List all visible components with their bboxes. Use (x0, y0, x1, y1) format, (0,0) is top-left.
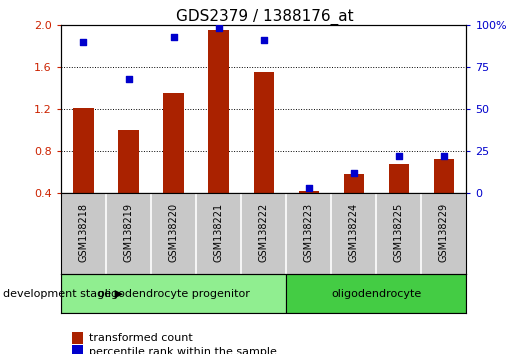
Point (394, 153, 403, 159)
Bar (434, 159, 454, 193)
Bar (208, 30, 229, 193)
Bar (388, 164, 409, 193)
Text: GSM138221: GSM138221 (214, 202, 224, 262)
Text: GSM138229: GSM138229 (439, 202, 449, 262)
Text: GSM138222: GSM138222 (259, 202, 269, 262)
Bar (286, 274, 466, 313)
Text: percentile rank within the sample: percentile rank within the sample (89, 347, 276, 354)
Bar (343, 174, 364, 193)
Point (80, 39, 88, 45)
Text: GSM138218: GSM138218 (78, 202, 89, 262)
Bar (61, 274, 286, 313)
Text: GSM138220: GSM138220 (169, 202, 179, 262)
Point (214, 25, 223, 31)
Bar (73, 108, 94, 193)
Text: development stage ▶: development stage ▶ (3, 289, 123, 299)
Bar (298, 191, 319, 193)
Bar (163, 93, 184, 193)
Text: GSM138225: GSM138225 (394, 202, 404, 262)
Text: transformed count: transformed count (89, 333, 192, 343)
Text: oligodendrocyte progenitor: oligodendrocyte progenitor (98, 289, 250, 299)
Point (304, 185, 313, 191)
Bar (253, 72, 274, 193)
Bar (118, 130, 139, 193)
Text: GDS2379 / 1388176_at: GDS2379 / 1388176_at (176, 9, 354, 25)
Text: oligodendrocyte: oligodendrocyte (331, 289, 421, 299)
Point (259, 37, 268, 43)
Point (440, 153, 448, 159)
Text: GSM138219: GSM138219 (123, 202, 134, 262)
Point (169, 34, 178, 39)
Text: GSM138223: GSM138223 (304, 202, 314, 262)
Point (350, 170, 358, 176)
Text: GSM138224: GSM138224 (349, 202, 359, 262)
Point (124, 76, 132, 81)
